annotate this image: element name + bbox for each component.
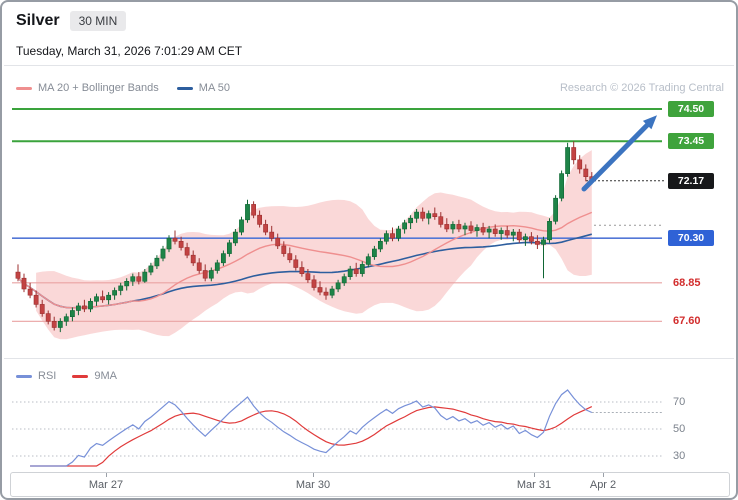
ma50-swatch-icon xyxy=(176,86,193,90)
rsi-level-50: 50 xyxy=(673,423,686,435)
price-level-67-60: 67.60 xyxy=(673,315,701,327)
axis-tick xyxy=(106,473,107,477)
last-price-label: 72.17 xyxy=(668,173,714,189)
rsi-level-70: 70 xyxy=(673,396,686,408)
price-svg xyxy=(12,108,664,340)
forecast-arrow-shaft xyxy=(581,122,650,192)
rsi-line xyxy=(30,389,593,467)
timeframe-badge[interactable]: 30 MIN xyxy=(69,11,127,31)
ma20-swatch-icon xyxy=(16,86,32,90)
rsi-ma-legend-label: 9MA xyxy=(94,370,117,382)
divider-rsi xyxy=(4,358,734,359)
bollinger-band xyxy=(36,150,592,340)
price-level-68-85: 68.85 xyxy=(673,277,701,289)
time-axis: Mar 27 Mar 30 Mar 31 Apr 2 xyxy=(10,472,730,497)
divider-top xyxy=(4,65,734,66)
rsi-legend-label: RSI xyxy=(38,370,57,382)
rsi-legend: RSI 9MA xyxy=(16,370,724,382)
axis-label-mar-31: Mar 31 xyxy=(516,479,552,491)
watermark: Research © 2026 Trading Central xyxy=(559,82,724,94)
rsi-level-30: 30 xyxy=(673,450,686,462)
rsi-swatch-icon xyxy=(16,374,32,378)
rsi-line-legend: RSI xyxy=(16,370,56,382)
indicator-legend: MA 20 + Bollinger Bands MA 50 Research ©… xyxy=(16,82,724,94)
rsi-panel[interactable] xyxy=(2,387,738,469)
price-level-73-45: 73.45 xyxy=(668,133,714,149)
rsi-ma-swatch-icon xyxy=(72,374,89,378)
axis-label-apr-2: Apr 2 xyxy=(589,479,617,491)
rsi-ma-legend: 9MA xyxy=(72,370,117,382)
axis-label-mar-30: Mar 30 xyxy=(295,479,331,491)
forecast-arrow-head xyxy=(642,115,657,130)
axis-tick xyxy=(534,473,535,477)
price-level-74-50: 74.50 xyxy=(668,101,714,117)
axis-tick xyxy=(313,473,314,477)
ma20-line xyxy=(17,211,593,309)
ma20-legend-label: MA 20 + Bollinger Bands xyxy=(38,82,159,94)
ma50-legend-label: MA 50 xyxy=(198,82,230,94)
rsi-ma-line xyxy=(30,406,593,467)
axis-tick xyxy=(603,473,604,477)
candles xyxy=(15,141,595,333)
ma50-legend: MA 50 xyxy=(176,82,230,94)
axis-label-mar-27: Mar 27 xyxy=(88,479,124,491)
instrument-title: Silver xyxy=(16,12,60,29)
header: Silver 30 MIN xyxy=(16,11,127,31)
timestamp: Tuesday, March 31, 2026 7:01:29 AM CET xyxy=(16,44,243,58)
rsi-svg xyxy=(12,389,662,467)
ma20-legend: MA 20 + Bollinger Bands xyxy=(16,82,159,94)
price-level-70-30: 70.30 xyxy=(668,230,714,246)
price-chart[interactable] xyxy=(2,97,738,352)
